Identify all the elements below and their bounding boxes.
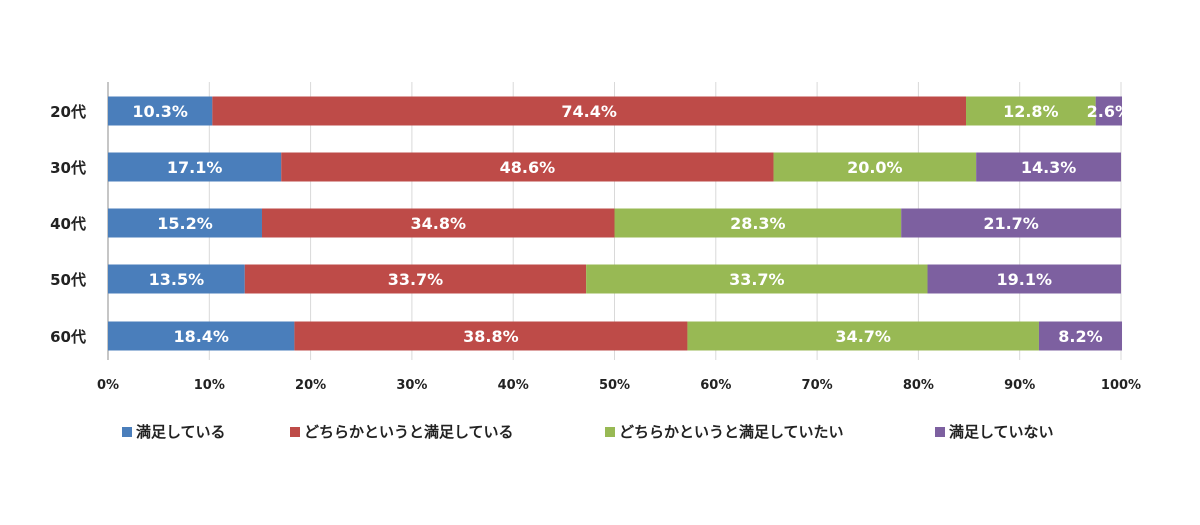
data-label: 2.6% bbox=[1087, 102, 1131, 121]
data-label: 15.2% bbox=[157, 214, 213, 233]
category-label: 30代 bbox=[50, 159, 86, 177]
category-labels: 20代 30代 40代 50代 60代 bbox=[50, 103, 86, 346]
bar-segment bbox=[244, 264, 587, 294]
bar-segment bbox=[614, 208, 902, 238]
category-label: 40代 bbox=[50, 215, 86, 233]
data-label: 13.5% bbox=[149, 270, 205, 289]
data-label: 38.8% bbox=[463, 327, 519, 346]
bar-segment bbox=[108, 152, 282, 182]
data-label: 17.1% bbox=[167, 158, 223, 177]
bar-segment bbox=[294, 321, 688, 351]
data-label: 48.6% bbox=[500, 158, 556, 177]
bars bbox=[108, 96, 1123, 351]
data-label: 14.3% bbox=[1021, 158, 1077, 177]
bar-segment bbox=[108, 208, 262, 238]
x-tick-label: 100% bbox=[1101, 378, 1141, 393]
data-label: 34.7% bbox=[835, 327, 891, 346]
bar-segment bbox=[901, 208, 1121, 238]
legend-swatch bbox=[122, 427, 132, 437]
bar-segment bbox=[1095, 96, 1123, 126]
x-tick-label: 60% bbox=[700, 378, 731, 393]
legend: 満足している どちらかというと満足している どちらかというと満足していたい 満足してい… bbox=[122, 423, 1054, 441]
x-tick-label: 10% bbox=[194, 378, 225, 393]
data-label: 8.2% bbox=[1058, 327, 1102, 346]
x-tick-label: 0% bbox=[97, 378, 119, 393]
legend-label: 満足している bbox=[136, 423, 226, 441]
legend-swatch bbox=[935, 427, 945, 437]
x-tick-label: 80% bbox=[903, 378, 934, 393]
bar-segment bbox=[212, 96, 967, 126]
category-label: 20代 bbox=[50, 103, 86, 121]
x-tick-labels: 0% 10% 20% 30% 40% 50% 60% 70% 80% 90% 100% bbox=[97, 378, 1141, 393]
data-label: 28.3% bbox=[730, 214, 786, 233]
bar-segment bbox=[108, 264, 245, 294]
bar-segment bbox=[108, 96, 213, 126]
legend-label: どちらかというと満足している bbox=[304, 423, 514, 441]
data-label: 33.7% bbox=[729, 270, 785, 289]
bar-segment bbox=[261, 208, 615, 238]
data-label: 34.8% bbox=[410, 214, 466, 233]
legend-label: 満足していない bbox=[949, 423, 1054, 441]
data-label: 10.3% bbox=[132, 102, 188, 121]
legend-swatch bbox=[290, 427, 300, 437]
bar-segment bbox=[927, 264, 1121, 294]
data-label: 19.1% bbox=[997, 270, 1053, 289]
category-label: 60代 bbox=[50, 328, 86, 346]
data-label: 74.4% bbox=[561, 102, 617, 121]
x-tick-label: 20% bbox=[295, 378, 326, 393]
bar-segment bbox=[773, 152, 977, 182]
data-labels: 10.3% 74.4% 12.8% 2.6% 17.1% 48.6% 20.0% 14.3% 1… bbox=[132, 102, 1131, 346]
x-tick-label: 70% bbox=[802, 378, 833, 393]
bar-segment bbox=[976, 152, 1121, 182]
bar-segment bbox=[108, 321, 295, 351]
bar-segment bbox=[687, 321, 1039, 351]
bar-segment bbox=[281, 152, 774, 182]
bar-segment bbox=[966, 96, 1096, 126]
x-tick-label: 30% bbox=[396, 378, 427, 393]
legend-label: どちらかというと満足していたい bbox=[619, 423, 844, 441]
bar-segment bbox=[1038, 321, 1123, 351]
data-label: 20.0% bbox=[847, 158, 903, 177]
x-tick-label: 40% bbox=[498, 378, 529, 393]
data-label: 21.7% bbox=[983, 214, 1039, 233]
x-tick-label: 90% bbox=[1004, 378, 1035, 393]
data-label: 12.8% bbox=[1003, 102, 1059, 121]
category-label: 50代 bbox=[50, 271, 86, 289]
data-label: 18.4% bbox=[173, 327, 229, 346]
bar-segment bbox=[586, 264, 928, 294]
x-tick-label: 50% bbox=[599, 378, 630, 393]
legend-swatch bbox=[605, 427, 615, 437]
data-label: 33.7% bbox=[388, 270, 444, 289]
